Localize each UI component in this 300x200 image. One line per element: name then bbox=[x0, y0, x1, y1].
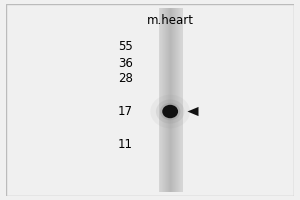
Bar bbox=[162, 8, 163, 192]
Bar bbox=[171, 8, 172, 192]
Bar bbox=[159, 8, 160, 192]
Bar bbox=[164, 8, 165, 192]
Bar bbox=[180, 8, 181, 192]
Bar bbox=[176, 8, 177, 192]
Bar bbox=[159, 8, 160, 192]
Bar bbox=[179, 8, 180, 192]
Text: 11: 11 bbox=[118, 138, 133, 151]
Bar bbox=[170, 8, 171, 192]
Bar bbox=[163, 8, 164, 192]
Text: 36: 36 bbox=[118, 57, 133, 70]
Text: 55: 55 bbox=[118, 40, 133, 53]
Bar bbox=[179, 8, 180, 192]
Bar bbox=[165, 8, 166, 192]
Bar bbox=[169, 8, 170, 192]
Text: 28: 28 bbox=[118, 72, 133, 85]
Bar bbox=[161, 8, 162, 192]
Bar bbox=[175, 8, 176, 192]
Bar bbox=[164, 8, 165, 192]
Bar bbox=[160, 8, 161, 192]
Bar bbox=[160, 8, 161, 192]
Bar bbox=[167, 8, 168, 192]
Text: m.heart: m.heart bbox=[147, 14, 194, 27]
Ellipse shape bbox=[156, 99, 184, 124]
Ellipse shape bbox=[162, 105, 178, 118]
Polygon shape bbox=[188, 107, 199, 116]
Bar bbox=[166, 8, 167, 192]
Text: 17: 17 bbox=[118, 105, 133, 118]
Bar bbox=[169, 8, 170, 192]
Bar bbox=[162, 8, 163, 192]
Ellipse shape bbox=[160, 103, 181, 120]
Ellipse shape bbox=[150, 95, 190, 128]
Bar bbox=[173, 8, 174, 192]
Bar bbox=[174, 8, 175, 192]
Bar bbox=[166, 8, 167, 192]
Bar bbox=[176, 8, 177, 192]
Bar bbox=[175, 8, 176, 192]
Bar bbox=[178, 8, 179, 192]
Bar bbox=[173, 8, 174, 192]
Bar bbox=[181, 8, 182, 192]
Bar bbox=[170, 8, 171, 192]
Bar bbox=[168, 8, 169, 192]
Bar bbox=[181, 8, 182, 192]
Bar bbox=[177, 8, 178, 192]
Bar bbox=[172, 8, 173, 192]
Bar bbox=[167, 8, 168, 192]
